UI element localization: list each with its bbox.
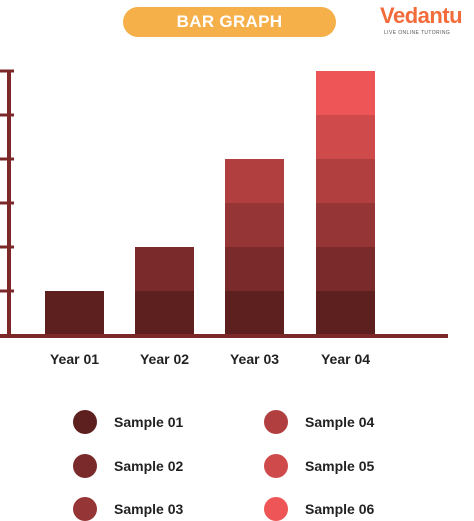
x-tick-label: Year 03 [230, 351, 279, 367]
bar-segment-4-2 [316, 247, 375, 291]
chart-title: BAR GRAPH [123, 7, 336, 37]
y-axis-tick [0, 201, 14, 205]
y-axis-tick [0, 113, 14, 117]
y-axis-tick [0, 289, 14, 293]
legend-label: Sample 05 [305, 458, 374, 474]
legend-swatch [73, 497, 97, 521]
y-axis-tick [0, 69, 14, 73]
legend-swatch [73, 454, 97, 478]
bar-segment-4-3 [316, 203, 375, 247]
legend-label: Sample 03 [114, 501, 183, 517]
legend-swatch [264, 497, 288, 521]
bar-segment-3-1 [225, 291, 284, 335]
bar-segment-3-4 [225, 159, 284, 203]
vedantu-logo: Vedantu LIVE ONLINE TUTORING [380, 4, 470, 44]
bar-segment-2-2 [135, 247, 194, 291]
bar-segment-4-5 [316, 115, 375, 159]
logo-tagline: LIVE ONLINE TUTORING [384, 30, 451, 36]
bar-segment-3-3 [225, 203, 284, 247]
x-axis [0, 334, 448, 338]
bar-segment-3-2 [225, 247, 284, 291]
y-axis-tick [0, 157, 14, 161]
x-tick-label: Year 01 [50, 351, 99, 367]
bar-segment-1-1 [45, 291, 104, 335]
legend-label: Sample 01 [114, 414, 183, 430]
bar-segment-2-1 [135, 291, 194, 335]
y-axis-tick [0, 245, 14, 249]
x-tick-label: Year 04 [321, 351, 370, 367]
bar-segment-4-1 [316, 291, 375, 335]
legend-label: Sample 06 [305, 501, 374, 517]
legend-swatch [264, 410, 288, 434]
legend-label: Sample 02 [114, 458, 183, 474]
legend-swatch [73, 410, 97, 434]
bar-segment-4-6 [316, 71, 375, 115]
logo-wordmark: Vedantu [380, 3, 463, 28]
legend-swatch [264, 454, 288, 478]
bar-segment-4-4 [316, 159, 375, 203]
legend-label: Sample 04 [305, 414, 374, 430]
x-tick-label: Year 02 [140, 351, 189, 367]
